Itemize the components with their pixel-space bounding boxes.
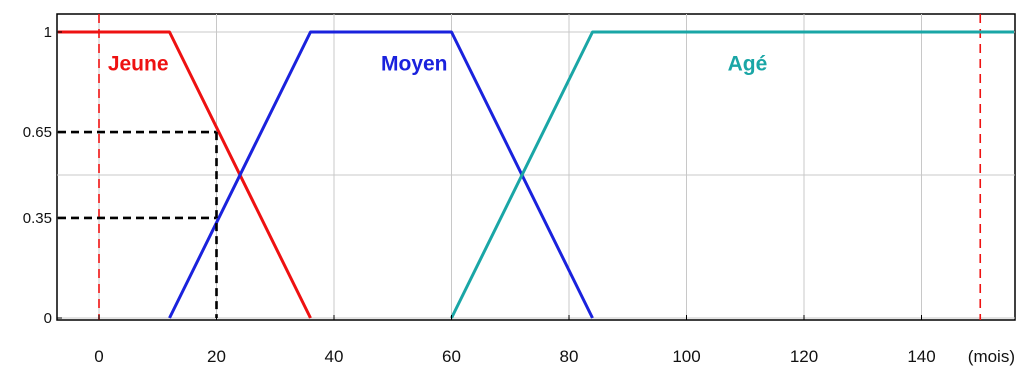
set-label-moyen: Moyen xyxy=(381,52,448,75)
x-tick-label: 40 xyxy=(325,347,344,366)
x-axis-ticks: 0 20 40 60 80 100 120 140 xyxy=(94,315,936,366)
y-tick-label: 0.35 xyxy=(23,210,52,227)
series-line-agé xyxy=(450,30,1014,319)
x-tick-label: 20 xyxy=(207,347,226,366)
y-tick-label: 0.65 xyxy=(23,124,52,141)
y-axis-ticks: 0 0.35 0.65 1 xyxy=(23,24,62,327)
x-tick-label: 60 xyxy=(442,347,461,366)
x-tick-label: 120 xyxy=(790,347,818,366)
annotation-lines xyxy=(58,130,218,318)
membership-series xyxy=(58,30,1014,319)
x-tick-label: 80 xyxy=(560,347,579,366)
set-label-agé: Agé xyxy=(728,52,768,75)
reference-lines xyxy=(98,14,982,320)
y-tick-label: 1 xyxy=(44,24,52,41)
set-label-jeune: Jeune xyxy=(108,52,169,75)
plot-area xyxy=(56,13,1016,321)
x-tick-label: 100 xyxy=(672,347,700,366)
y-tick-label: 0 xyxy=(44,310,52,327)
x-tick-label: 140 xyxy=(907,347,935,366)
set-labels: Jeune Moyen Agé xyxy=(108,52,768,75)
series-line-jeune xyxy=(58,30,312,319)
x-tick-label: 0 xyxy=(94,347,103,366)
x-axis-label: (mois) xyxy=(968,347,1015,366)
